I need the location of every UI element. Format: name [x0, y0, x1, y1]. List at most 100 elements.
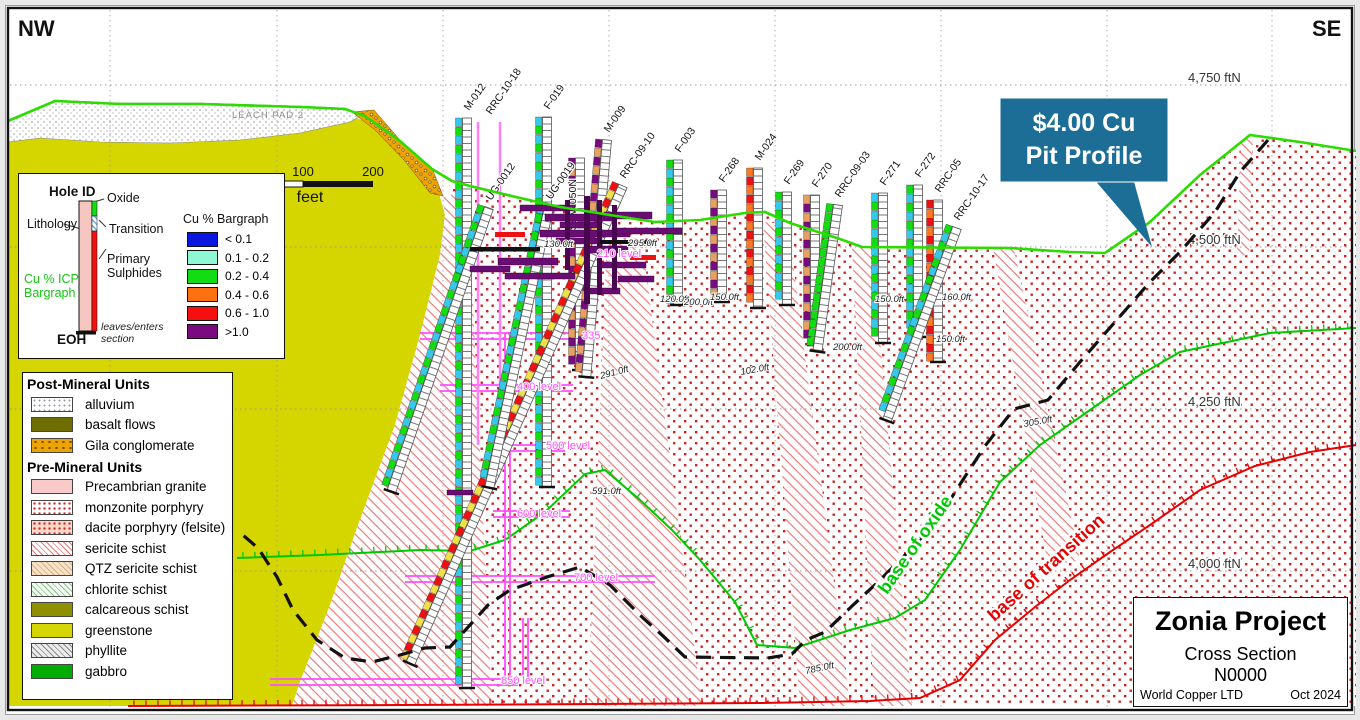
hole-id-label: F-268 — [717, 155, 743, 184]
cu-class-row: 0.4 - 0.6 — [187, 286, 269, 305]
pre-mineral-title: Pre-Mineral Units — [27, 458, 143, 475]
callout-line2: Pit Profile — [1026, 142, 1143, 170]
cu-class-row: 0.6 - 1.0 — [187, 304, 269, 323]
unit-label: basalt flows — [85, 417, 156, 433]
unit-swatch-sericite — [31, 540, 73, 556]
legend-leaves-2: section — [101, 333, 135, 345]
mine-level-label: 600 level — [517, 508, 561, 520]
hole-id-label: F-272 — [913, 150, 939, 179]
mine-level-label: 500 level — [546, 440, 590, 452]
hole-id-legend: Hole ID Oxide Lithology Transition Prima… — [18, 173, 285, 359]
hole-schematic — [63, 198, 107, 335]
post-mineral-rows: alluvium basalt flows Gila conglomerate — [23, 394, 232, 456]
unit-row-phyllite: phyllite — [31, 641, 232, 662]
mine-level-label: 335 — [582, 330, 600, 342]
unit-label: gabbro — [85, 663, 128, 679]
cu-class-row: < 0.1 — [187, 230, 269, 249]
scale-unit: feet — [297, 189, 324, 206]
hachure-ticks — [133, 322, 1353, 706]
unit-row-gila: Gila conglomerate — [31, 435, 232, 456]
hole-id-label: RRC-09-03 — [833, 149, 873, 200]
elevation-label: 4,000 ftN — [1188, 556, 1241, 571]
eoh-depth-label: 150.0ft — [936, 334, 965, 345]
unit-swatch-gila — [31, 437, 73, 453]
cu-class-row: 0.1 - 0.2 — [187, 249, 269, 268]
hole-id-label: RRC-10-18 — [484, 66, 524, 117]
unit-row-sericite: sericite schist — [31, 538, 232, 559]
unit-row-basalt: basalt flows — [31, 415, 232, 436]
eoh-depth-label: 150.0ft — [710, 292, 739, 303]
eoh-depth-label: 150.0ft — [875, 294, 904, 305]
callout-line1: $4.00 Cu — [1033, 109, 1136, 137]
unit-row-chlorite: chlorite schist — [31, 579, 232, 600]
unit-label: alluvium — [85, 396, 135, 412]
hole-id-label: RRC-05 — [933, 157, 965, 195]
cu-class-swatch — [187, 268, 218, 284]
mine-level-label: 850 level — [501, 675, 545, 687]
high-grade-bargraph-cluster — [446, 196, 683, 496]
post-mineral-title: Post-Mineral Units — [27, 376, 150, 392]
callout-box — [999, 97, 1169, 183]
unit-swatch-dacite — [31, 520, 73, 536]
legend-hole-id: Hole ID — [49, 184, 96, 199]
hole-id-label: M-024 — [753, 131, 780, 162]
legend-transition: Transition — [109, 222, 164, 236]
eoh-depth-label: 130.0ft — [544, 239, 573, 250]
hole-id-label: M-009 — [602, 103, 629, 134]
eoh-depth-label: 295.0ft — [627, 238, 657, 249]
unit-swatch-greenstone — [31, 622, 73, 638]
unit-swatch-phyllite — [31, 643, 73, 659]
cu-class-row: >1.0 — [187, 323, 269, 342]
map-frame — [6, 6, 1354, 712]
legend-cu-icp-2: Bargraph — [24, 286, 76, 300]
unit-label: Precambrian granite — [85, 479, 207, 495]
section-label: Cross Section — [1184, 644, 1297, 664]
legend-leaves-1: leaves/enters — [101, 321, 164, 333]
company-name: World Copper LTD — [1140, 688, 1244, 702]
mine-level-label: 400 level — [517, 381, 561, 393]
unit-swatch-alluvium — [31, 396, 73, 412]
unit-swatch-qtz — [31, 561, 73, 577]
elevation-label: 4,500 ftN — [1188, 232, 1241, 247]
title-block: Zonia Project Cross Section N0000 World … — [1133, 597, 1348, 707]
cu-class-swatch — [187, 250, 218, 266]
cu-class-row: 0.2 - 0.4 — [187, 267, 269, 286]
elevation-label: 4,250 ftN — [1188, 394, 1241, 409]
elevation-label: 4,750 ftN — [1188, 70, 1241, 85]
compass-se: SE — [1312, 16, 1342, 41]
unit-row-qtz: QTZ sericite schist — [31, 559, 232, 580]
eoh-depth-label: 591.0ft — [592, 486, 621, 497]
pre-mineral-rows: Precambrian granite monzonite porphyry dac… — [23, 477, 232, 682]
eoh-depth-label: 200.0ft — [683, 297, 713, 308]
legend-oxide: Oxide — [107, 191, 140, 205]
unit-swatch-calcschist — [31, 602, 73, 618]
legend-lithology: Lithology — [27, 217, 78, 231]
compass-nw: NW — [18, 16, 55, 41]
cu-class-label: 0.1 - 0.2 — [225, 250, 270, 265]
unit-row-monzonite: monzonite porphyry — [31, 497, 232, 518]
leach-pad-label: LEACH PAD 2 — [232, 110, 304, 121]
unit-label: Gila conglomerate — [85, 437, 195, 453]
legend-eoh: EOH — [57, 332, 87, 347]
cu-class-swatch — [187, 305, 218, 321]
unit-label: chlorite schist — [85, 581, 167, 597]
cu-class-label: >1.0 — [225, 324, 249, 339]
hole-id-label: F-271 — [878, 158, 904, 187]
topography-surface-line — [7, 99, 1357, 255]
cu-class-swatch — [187, 324, 218, 340]
mine-level-labels: 210 level 335 400 level 500 level 600 level 7… — [500, 247, 642, 688]
scale-100: 100 — [292, 164, 314, 179]
unit-swatch-granite — [31, 479, 73, 495]
hole-id-label: F-269 — [782, 157, 808, 186]
eoh-depth-label: 200.0ft — [832, 342, 862, 353]
pit-profile-callout: $4.00 Cu Pit Profile — [999, 97, 1169, 247]
mine-level-label: 700 level — [574, 572, 618, 584]
cu-class-label: 0.4 - 0.6 — [225, 287, 270, 302]
legend-cu-icp-1: Cu % ICP — [24, 272, 79, 286]
units-legend: Post-Mineral Units alluvium basalt flows G… — [22, 372, 233, 700]
scale-200: 200 — [362, 164, 384, 179]
cu-bargraph-title: Cu % Bargraph — [183, 212, 269, 226]
project-title: Zonia Project — [1154, 606, 1327, 636]
unit-row-gabbro: gabbro — [31, 661, 232, 682]
